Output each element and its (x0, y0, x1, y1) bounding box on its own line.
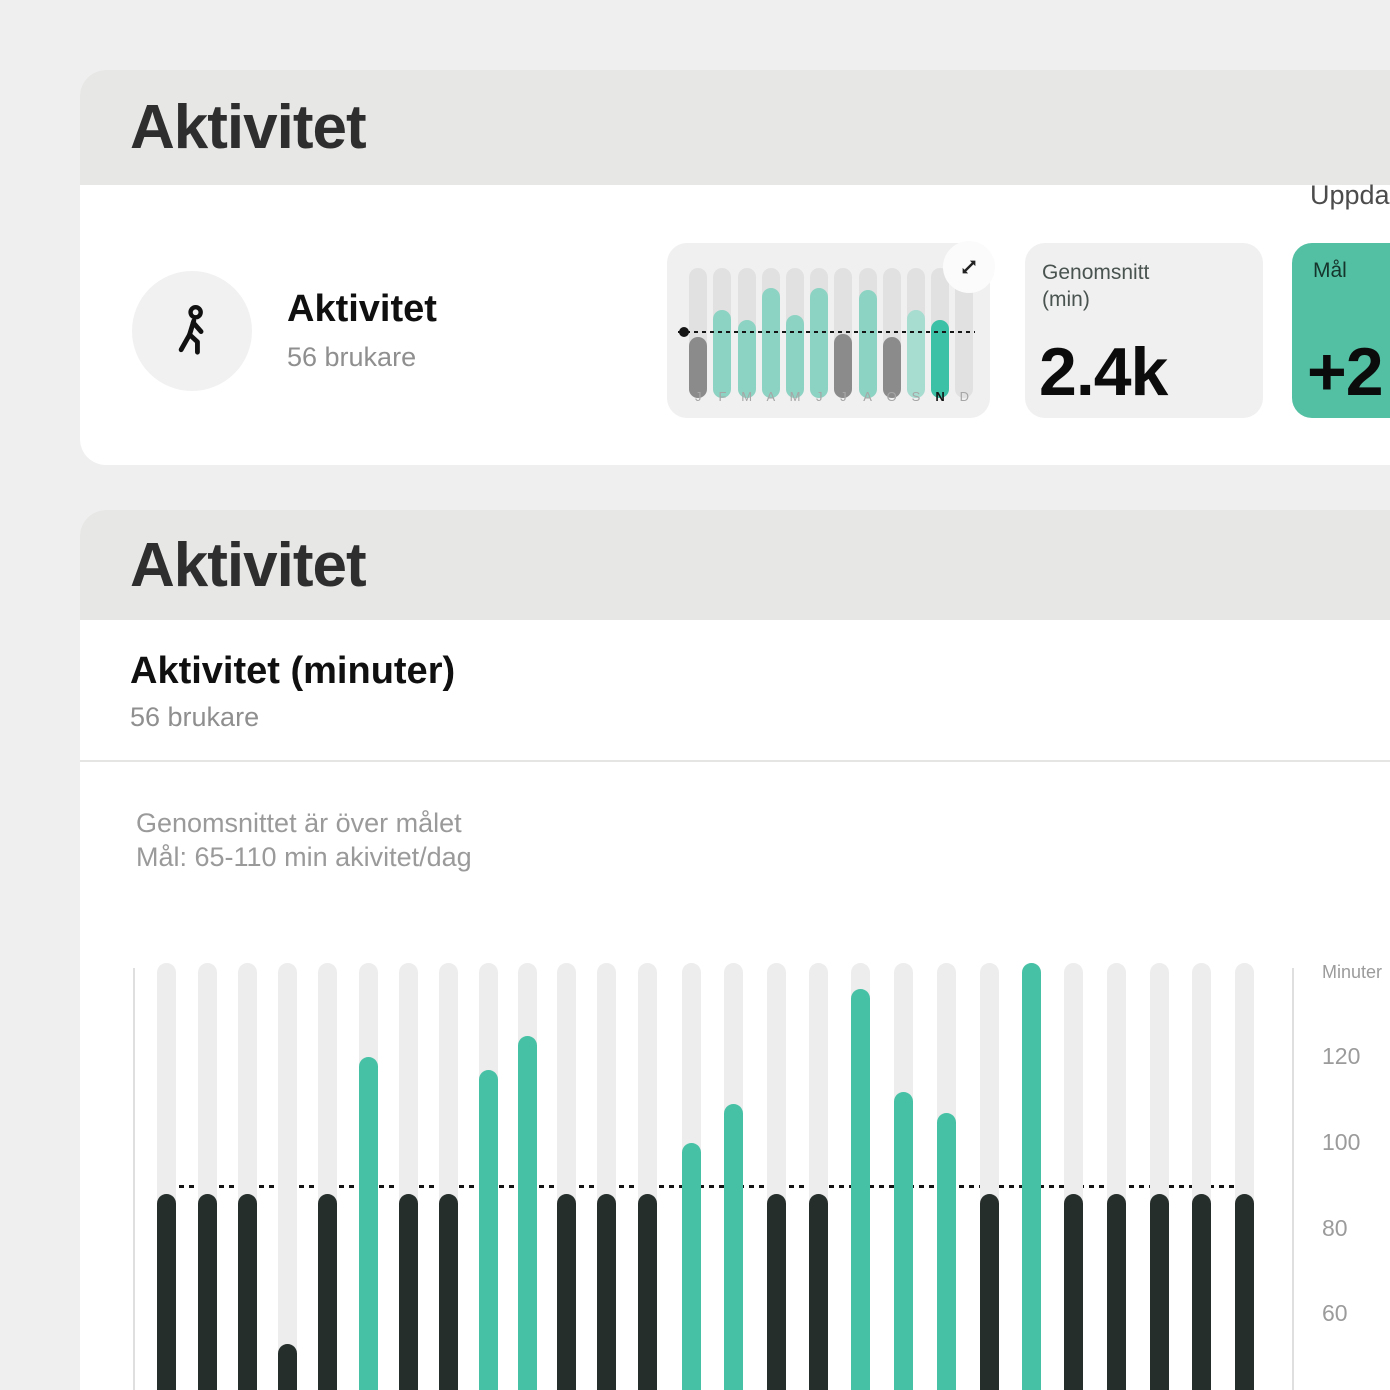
day-bar-25 (1149, 1194, 1169, 1390)
mini-bar-J-0 (689, 336, 708, 398)
chart-title: Aktivitet (minuter) (130, 650, 456, 692)
mini-bar-F-1 (713, 309, 732, 398)
day-bar-22 (1021, 963, 1041, 1390)
goal-stat-card: Mål +2 (1292, 243, 1390, 418)
goal-stat-label: Mål (1313, 259, 1347, 282)
chart-subtitle: 56 brukare (130, 702, 260, 732)
goal-note: Genomsnittet är över målet Mål: 65-110 m… (136, 806, 472, 874)
day-bar-21 (979, 1194, 999, 1390)
chart-left-axis-line (133, 968, 135, 1390)
day-bar-13 (637, 1194, 657, 1390)
mini-bar-J-6 (834, 334, 853, 398)
day-bar-26 (1192, 1194, 1212, 1390)
day-bar-27 (1234, 1194, 1254, 1390)
average-stat-label-line1: Genomsnitt (1042, 261, 1150, 284)
day-bar-20 (936, 1113, 956, 1390)
mini-month-label: M (789, 389, 801, 404)
mini-month-label: N (935, 389, 945, 404)
y-axis-tick-120: 120 (1322, 1043, 1361, 1070)
day-bar-10 (517, 1035, 537, 1390)
mini-month-label: J (695, 389, 702, 404)
goal-note-line2: Mål: 65-110 min akivitet/dag (136, 842, 472, 872)
day-bar-11 (557, 1194, 577, 1390)
chart-right-axis-line (1292, 968, 1294, 1390)
daily-chart-plot (133, 963, 1293, 1390)
day-bar-19 (893, 1091, 913, 1390)
day-bar-7 (398, 1194, 418, 1390)
y-axis-unit-label: Minuter (1322, 962, 1383, 982)
mini-bar-A-3 (761, 287, 780, 398)
mini-bar-J-5 (810, 287, 829, 398)
mini-month-label: A (766, 389, 776, 404)
mini-month-label: J (815, 389, 823, 404)
mini-month-label: S (911, 389, 921, 404)
update-action[interactable]: Uppdaterad (1310, 180, 1390, 210)
average-stat-card: Genomsnitt (min) 2.4k (1025, 243, 1263, 418)
day-bar-15 (723, 1104, 743, 1390)
day-bar-6 (358, 1057, 378, 1390)
activity-item-subtitle: 56 brukare (287, 342, 417, 372)
daily-average-line (159, 1184, 1250, 1188)
mini-bar-M-2 (737, 320, 756, 398)
activity-detail-card: Aktivitet Aktivitet (minuter) 56 brukare… (80, 510, 1390, 1390)
divider (80, 760, 1390, 762)
day-bar-8 (438, 1194, 458, 1390)
detail-card-header: Aktivitet (80, 510, 1390, 620)
mini-bar-O-8 (882, 336, 901, 398)
day-bar-16 (767, 1194, 787, 1390)
y-axis-tick-60: 60 (1322, 1300, 1348, 1327)
day-bar-12 (597, 1194, 617, 1390)
mini-month-label: J (840, 389, 847, 404)
mini-month-label: F (718, 389, 727, 404)
summary-card-title: Aktivitet (130, 93, 367, 162)
average-stat-label: Genomsnitt (min) (1042, 259, 1149, 313)
day-bar-14 (681, 1143, 701, 1390)
day-bar-3 (237, 1194, 257, 1390)
expand-icon (962, 260, 976, 274)
goal-stat-value: +2 (1307, 334, 1384, 410)
detail-card-title: Aktivitet (130, 530, 367, 600)
mini-average-dot (679, 327, 689, 337)
day-bar-23 (1063, 1194, 1083, 1390)
day-bar-9 (478, 1070, 498, 1390)
y-axis-tick-80: 80 (1322, 1214, 1348, 1241)
mini-month-label: O (886, 389, 897, 404)
mini-month-label: M (741, 389, 753, 404)
summary-card-header: Aktivitet Uppdaterad (80, 70, 1390, 210)
activity-summary-card: Aktivitet Uppdaterad Aktivitet 56 brukar… (80, 70, 1390, 465)
activity-item-title: Aktivitet (287, 288, 437, 330)
mini-month-label: D (959, 389, 969, 404)
average-stat-value: 2.4k (1039, 334, 1168, 410)
mini-bar-A-7 (858, 290, 877, 398)
day-bar-18 (851, 988, 871, 1390)
mini-bar-track (955, 268, 974, 398)
mini-average-line (678, 331, 975, 333)
average-stat-label-line2: (min) (1042, 288, 1090, 311)
day-bar-1 (157, 1194, 177, 1390)
mini-bar-M-4 (786, 314, 805, 398)
day-bar-4 (277, 1344, 297, 1390)
day-bar-17 (808, 1194, 828, 1390)
walking-person-icon (178, 305, 204, 355)
mini-bar-S-9 (906, 309, 925, 398)
y-axis-tick-100: 100 (1322, 1129, 1361, 1155)
mini-month-label: A (863, 389, 872, 404)
expand-button[interactable] (943, 241, 995, 293)
day-bar-5 (317, 1194, 337, 1390)
goal-note-line1: Genomsnittet är över målet (136, 808, 462, 838)
bar-track (277, 963, 297, 1390)
day-bar-2 (197, 1194, 217, 1390)
mini-bar-N-10 (931, 320, 950, 398)
day-bar-24 (1106, 1194, 1126, 1390)
avatar (132, 271, 252, 391)
